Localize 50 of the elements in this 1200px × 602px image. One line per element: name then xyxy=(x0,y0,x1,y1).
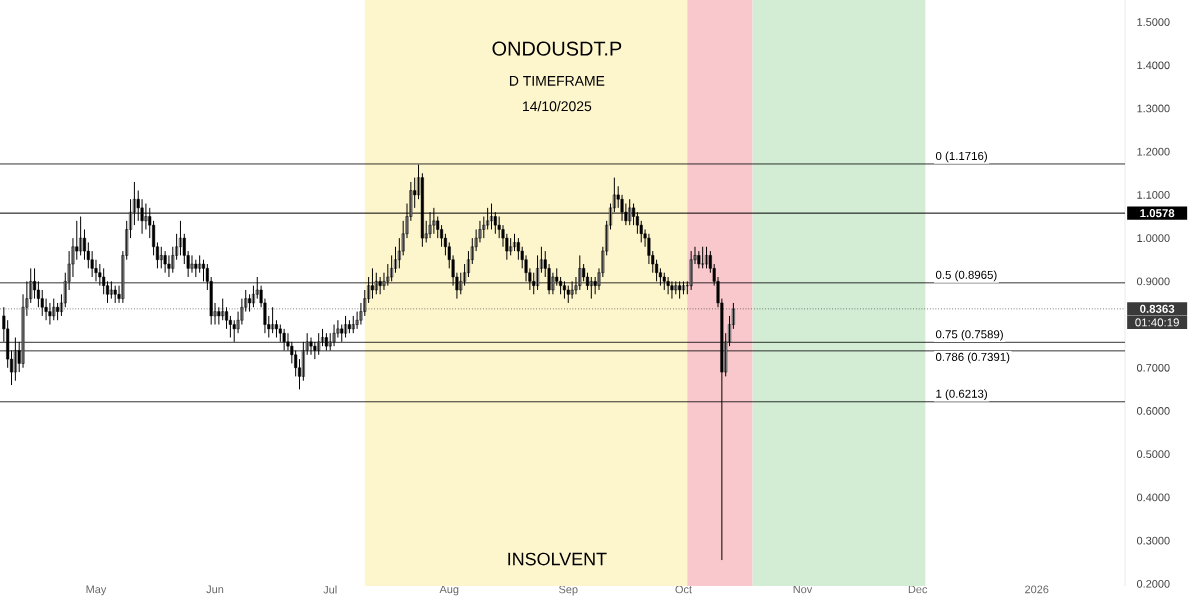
annotation: 14/10/2025 xyxy=(523,100,592,112)
candlestick xyxy=(589,276,593,300)
x-tick-label: Nov xyxy=(793,585,813,594)
candlestick xyxy=(113,285,117,304)
ref-line-label: 0 (1.1716) xyxy=(935,151,987,163)
y-tick-label: 0.2000 xyxy=(1136,579,1170,588)
candlestick xyxy=(628,198,632,226)
y-tick-label: 0.3000 xyxy=(1136,536,1170,545)
candlestick xyxy=(194,259,198,278)
x-tick-label: Aug xyxy=(439,585,459,596)
y-tick-label: 0.7000 xyxy=(1136,363,1170,372)
x-tick-label: Jun xyxy=(206,585,224,594)
y-tick-label: 1.5000 xyxy=(1137,18,1170,26)
candlestick xyxy=(52,298,56,321)
annotation: INSOLVENT xyxy=(508,552,607,566)
ref-line-label: 0.75 (0.7589) xyxy=(935,329,1003,341)
candlestick xyxy=(697,250,701,269)
x-tick-label: Jul xyxy=(323,585,337,594)
y-tick-label: 0.4000 xyxy=(1136,493,1170,502)
candlestick xyxy=(79,216,83,256)
y-tick-label: 1.4000 xyxy=(1137,61,1170,70)
y-tick-label: 1.3000 xyxy=(1137,104,1170,113)
x-tick-label: 2026 xyxy=(1025,585,1049,594)
x-tick-label: Sep xyxy=(559,585,578,596)
x-tick-label: Oct xyxy=(675,585,692,594)
text: 01:40:19 xyxy=(1135,318,1179,327)
ref-line-label: 1.0578 xyxy=(1140,209,1175,218)
candlestick xyxy=(516,237,520,261)
candlestick xyxy=(566,285,570,304)
ref-line-label: 0.5 (0.8965) xyxy=(935,270,997,282)
candlestick xyxy=(159,246,163,269)
candlestick xyxy=(397,237,401,269)
y-tick-label: 0.9000 xyxy=(1136,277,1170,286)
text: D TIMEFRAME xyxy=(509,76,605,86)
x-tick-label: May xyxy=(86,585,107,596)
y-tick-label: 0.6000 xyxy=(1136,407,1170,415)
candlestick xyxy=(271,306,275,334)
y-tick-label: 1.1000 xyxy=(1137,191,1170,199)
x-tick-label: Dec xyxy=(908,585,928,594)
y-tick-label: 0.5000 xyxy=(1136,450,1170,459)
candlestick xyxy=(351,315,355,334)
ref-line-label: 1 (0.6213) xyxy=(936,389,987,401)
candlestick xyxy=(509,237,513,256)
candlestick xyxy=(347,319,351,334)
text: ONDOUSDT.P xyxy=(492,41,622,56)
ref-line-label: 0.786 (0.7391) xyxy=(935,352,1010,364)
candlestick xyxy=(701,246,705,269)
ref-line-label: 0.8363 xyxy=(1140,304,1175,313)
y-tick-label: 1.2000 xyxy=(1137,147,1170,156)
y-tick-label: 1.0000 xyxy=(1137,234,1170,242)
